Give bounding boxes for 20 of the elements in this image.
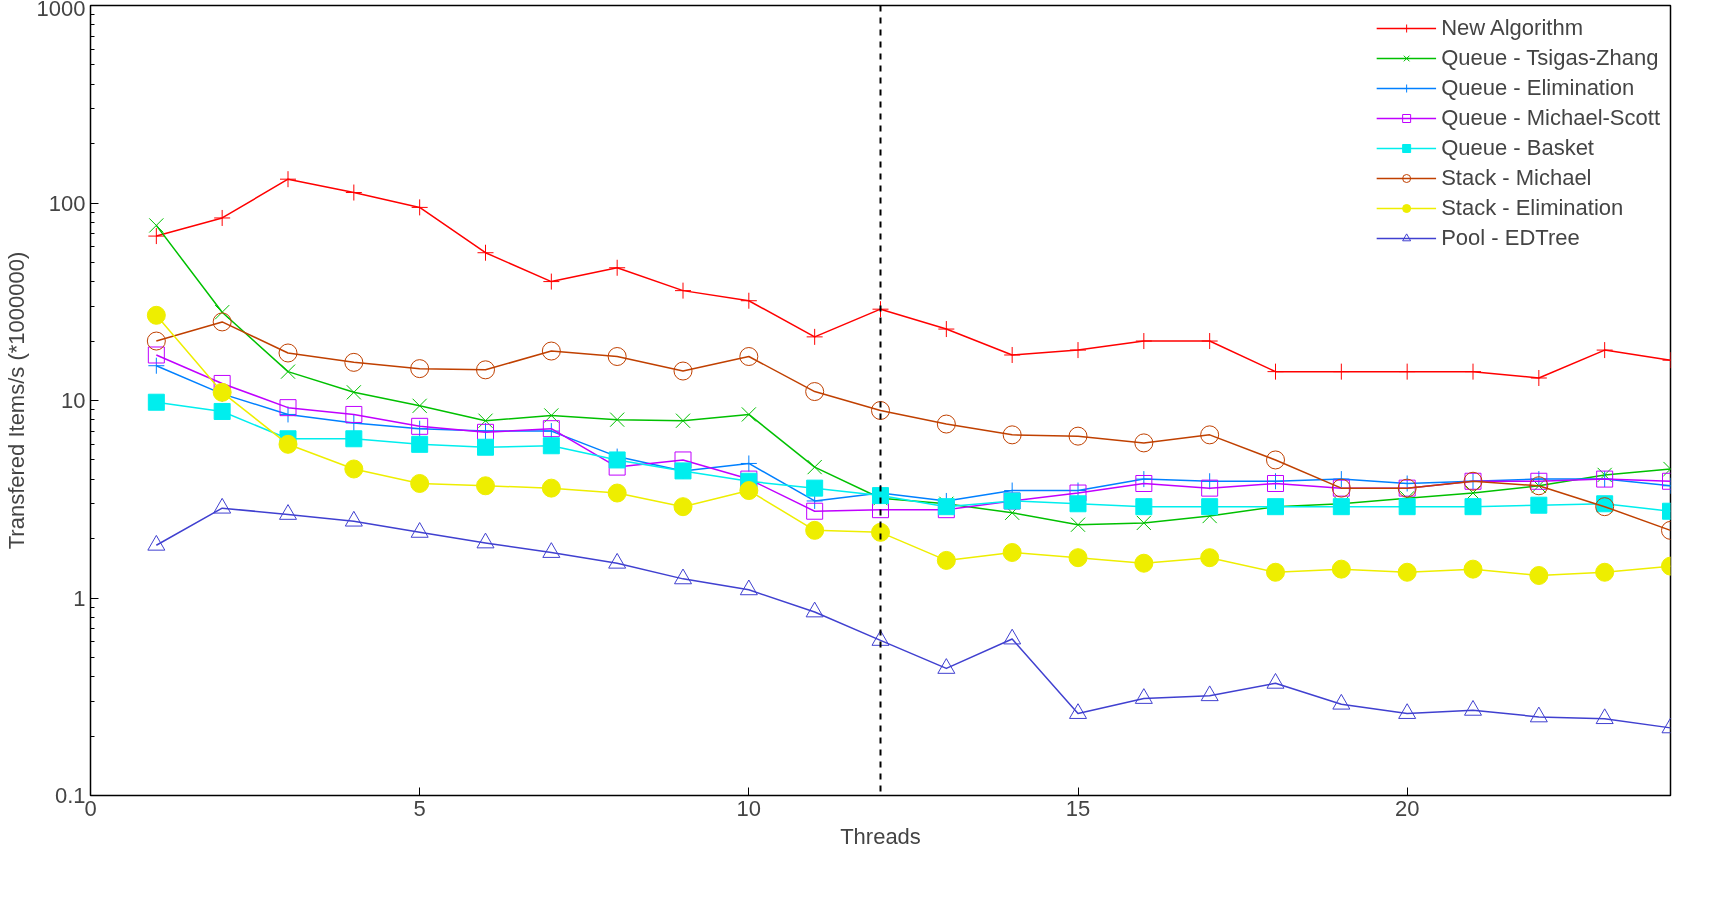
legend-label: Stack - Michael	[1441, 165, 1592, 191]
y-tick-label: 0.1	[54, 783, 86, 808]
x-tick-label: 15	[1065, 795, 1091, 821]
legend-label: Queue - Basket	[1441, 135, 1594, 161]
legend-label: Queue - Elimination	[1441, 75, 1635, 101]
legend-label: Pool - EDTree	[1441, 225, 1580, 251]
y-tick-label: 10	[61, 388, 86, 413]
x-tick-label: 20	[1394, 795, 1420, 821]
y-tick-label: 1000	[36, 0, 86, 21]
x-axis-title: Threads	[840, 823, 921, 849]
legend-label: New Algorithm	[1441, 15, 1583, 41]
y-tick-label: 100	[48, 190, 86, 216]
y-axis-title: Transfered Items/s (*1000000)	[3, 251, 29, 550]
legend-label: Queue - Tsigas-Zhang	[1441, 45, 1659, 71]
legend-label: Stack - Elimination	[1441, 195, 1624, 221]
x-tick-label: 5	[413, 795, 426, 821]
y-tick-label: 1	[73, 585, 86, 611]
x-tick-label: 10	[736, 795, 762, 821]
legend-label: Queue - Michael-Scott	[1441, 105, 1660, 131]
x-tick-label: 0	[84, 795, 97, 821]
